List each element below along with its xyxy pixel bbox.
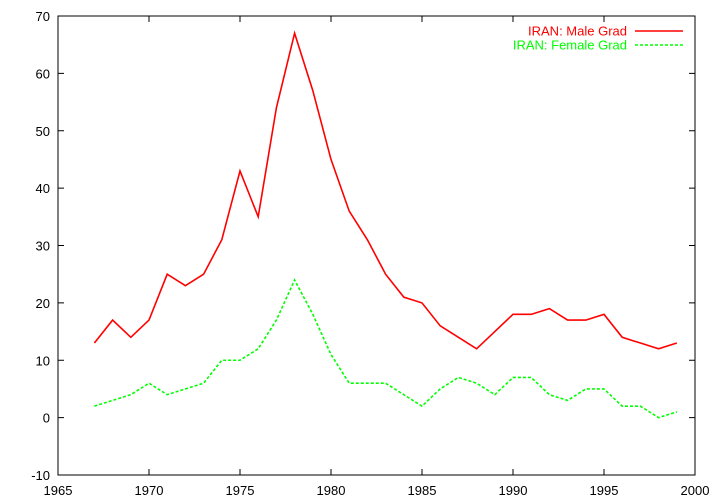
legend-label-male-grad: IRAN: Male Grad	[528, 24, 627, 39]
x-tick-label: 1965	[44, 483, 73, 498]
y-tick-label: 30	[36, 239, 50, 254]
x-tick-label: 1975	[226, 483, 255, 498]
x-tick-label: 1995	[590, 483, 619, 498]
series-lines	[93, 30, 678, 419]
y-tick-label: 20	[36, 296, 50, 311]
axis-ticks: 1965 1970 1975 1980 1985 1990 1995 2000 -10 0 10 20…	[31, 9, 709, 498]
y-tick-label: 0	[43, 411, 50, 426]
series-line-male-grad	[93, 30, 678, 350]
y-tick-label: 60	[36, 66, 50, 81]
legend-label-female-grad: IRAN: Female Grad	[513, 38, 627, 53]
y-tick-label: 50	[36, 124, 50, 139]
x-tick-label: 1990	[499, 483, 528, 498]
y-tick-label: 70	[36, 9, 50, 24]
y-tick-label: 10	[36, 353, 50, 368]
y-tick-label: -10	[31, 468, 50, 483]
x-tick-label: 1980	[317, 483, 346, 498]
plot-frame	[57, 15, 696, 476]
x-tick-label: 2000	[681, 483, 710, 498]
y-tick-label: 40	[36, 181, 50, 196]
x-tick-label: 1970	[135, 483, 164, 498]
series-line-female-grad	[94, 278, 678, 419]
x-tick-label: 1985	[408, 483, 437, 498]
